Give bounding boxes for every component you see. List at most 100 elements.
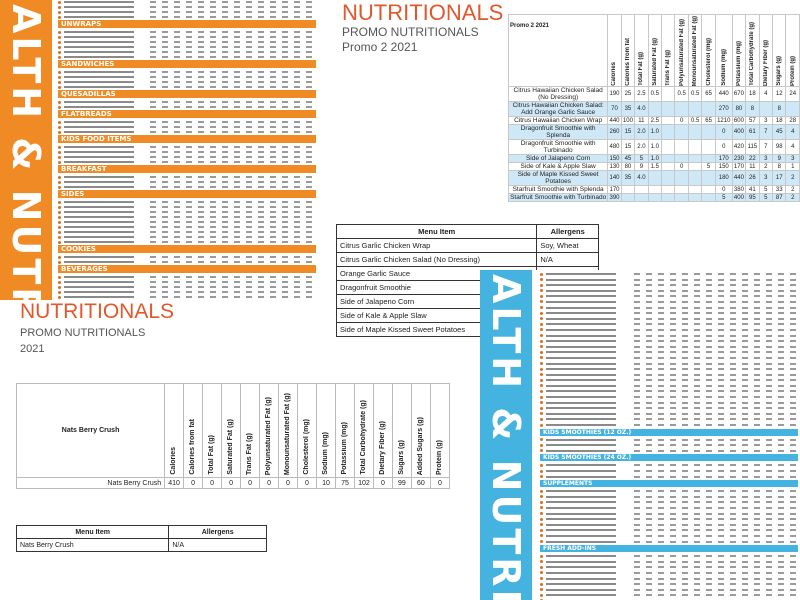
- veg-icon: [540, 469, 543, 473]
- veg-icon: [540, 571, 543, 575]
- menu-row-name: [546, 412, 616, 415]
- column-header-label: Sodium (mg): [720, 49, 727, 86]
- menu-row: [540, 328, 798, 332]
- menu-row-name: [546, 334, 616, 337]
- column-header: Polyunsaturated Fat (g): [674, 14, 689, 87]
- veg-icon: [540, 317, 543, 321]
- menu-row: [540, 571, 798, 575]
- row-name: Side of Maple Kissed Sweet Potatoes: [507, 170, 609, 186]
- cell: 12: [772, 86, 787, 102]
- menu-row-values: [150, 46, 316, 48]
- veg-icon: [540, 506, 543, 510]
- menu-row-values: [634, 306, 798, 309]
- column-header: Added Sugars (g): [410, 383, 431, 478]
- menu-row-values: [634, 523, 798, 526]
- column-header: Calories: [607, 14, 622, 87]
- menu-row-values: [634, 495, 798, 498]
- menu-row: [540, 334, 798, 338]
- allergen-cell: N/A: [168, 538, 267, 552]
- menu-row: [58, 210, 316, 214]
- menu-row: [540, 469, 798, 473]
- column-header: Calories from fat: [183, 383, 204, 478]
- cell: 0: [714, 185, 733, 194]
- cell: 0.5: [687, 86, 703, 102]
- cell: 170: [607, 185, 622, 194]
- menu-row-values: [150, 121, 316, 123]
- bottom-page-title: NUTRITIONALS: [20, 300, 175, 323]
- table-row: Side of Maple Kissed Sweet Potatoes 140 35…: [507, 170, 800, 186]
- menu-row-values: [634, 273, 798, 275]
- menu-row-name: [64, 101, 134, 103]
- veg-icon: [58, 240, 61, 244]
- veg-icon: [540, 423, 543, 427]
- veg-icon: [540, 517, 543, 521]
- veg-icon: [58, 70, 61, 74]
- veg-icon: [58, 50, 61, 54]
- menu-row-values: [634, 464, 798, 467]
- menu-section-header: FLATBREADS: [58, 110, 316, 118]
- veg-icon: [540, 588, 543, 592]
- menu-row: [58, 30, 316, 34]
- row-name: Starfruit Smoothie with Turbinado: [507, 193, 609, 202]
- cell: 80: [731, 101, 747, 117]
- menu-row-name: [546, 396, 616, 399]
- cell: 100: [620, 116, 636, 125]
- cell: [701, 139, 716, 155]
- veg-icon: [58, 235, 61, 239]
- menu-row-values: [150, 261, 316, 263]
- veg-icon: [58, 275, 61, 279]
- column-header: Allergens: [168, 525, 267, 539]
- veg-icon: [540, 593, 543, 597]
- menu-row: [540, 554, 798, 558]
- cell: 2.0: [634, 139, 649, 155]
- menu-row: [58, 185, 316, 189]
- menu-row: [540, 322, 798, 326]
- menu-row-values: [150, 176, 316, 178]
- menu-row: [540, 373, 798, 377]
- veg-icon: [540, 534, 543, 538]
- column-header-label: Total Fat (g): [638, 52, 645, 86]
- cell: 3: [758, 154, 774, 163]
- row-name: Nats Berry Crush: [15, 477, 166, 489]
- cell: 60: [410, 477, 431, 489]
- column-header-label: Polyunsaturated Fat (g): [678, 18, 685, 86]
- veg-icon: [540, 489, 543, 493]
- menu-row-values: [150, 76, 316, 78]
- table-row: Citrus Garlic Chicken Salad (No Dressing…: [335, 252, 599, 267]
- menu-row-values: [634, 289, 798, 292]
- cell: [674, 139, 689, 155]
- veg-icon: [540, 300, 543, 304]
- cell: [687, 101, 703, 117]
- cell: 18: [772, 116, 787, 125]
- column-header: Calories from fat: [620, 14, 636, 87]
- menu-row-values: [634, 438, 798, 441]
- menu-row-name: [64, 31, 134, 33]
- menu-row-values: [150, 31, 316, 33]
- menu-row-values: [150, 11, 316, 13]
- veg-icon: [540, 384, 543, 388]
- menu-row-values: [634, 449, 798, 452]
- cell: [674, 124, 689, 140]
- menu-row-name: [64, 6, 134, 8]
- menu-row: [58, 130, 316, 134]
- menu-row-name: [546, 490, 616, 493]
- veg-icon: [540, 443, 543, 447]
- row-name: Starfruit Smoothie with Splenda: [507, 185, 609, 194]
- veg-icon: [58, 120, 61, 124]
- menu-row: [58, 105, 316, 109]
- cell: 65: [701, 86, 716, 102]
- menu-row-name: [546, 424, 616, 427]
- table-row: Citrus Hawaiian Chicken Salad (No Dressi…: [507, 86, 800, 102]
- menu-row: [58, 70, 316, 74]
- menu-row-values: [634, 356, 798, 359]
- menu-row-name: [64, 286, 134, 288]
- menu-row-values: [634, 412, 798, 415]
- menu-row-values: [634, 401, 798, 404]
- menu-row: [58, 100, 316, 104]
- menu-row-values: [150, 51, 316, 53]
- menu-row-values: [150, 106, 316, 108]
- menu-row-name: [546, 464, 616, 467]
- veg-icon: [540, 495, 543, 499]
- menu-row: [540, 565, 798, 569]
- menu-row-values: [150, 221, 316, 223]
